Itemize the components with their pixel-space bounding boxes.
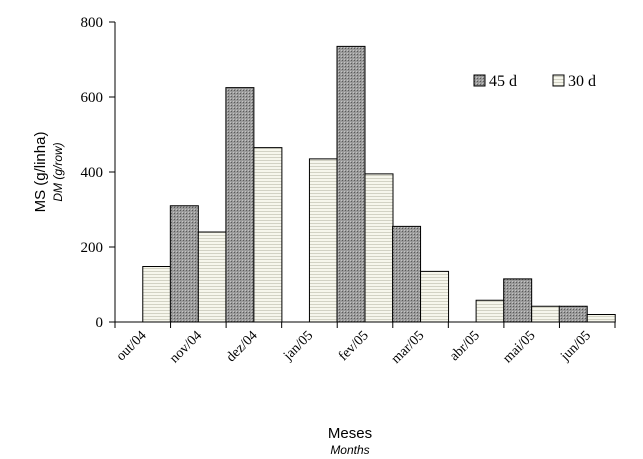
bar-30d-mai-05	[531, 305, 561, 323]
y-tick-label: 0	[96, 315, 104, 331]
x-tick-label: dez/04	[224, 328, 261, 365]
y-axis-subtitle: DM (g/row)	[51, 142, 65, 201]
bar-30d-nov-04	[197, 231, 227, 323]
bar-45d-fev-05	[336, 45, 366, 323]
y-tick-label: 600	[81, 90, 104, 106]
bar-45d-jun-05	[558, 305, 588, 323]
bar-30d-fev-05	[364, 173, 394, 323]
legend-label-45d: 45 d	[489, 73, 517, 90]
legend-swatch-30d	[552, 74, 565, 87]
bar-30d-jun-05	[586, 314, 616, 323]
axes-group	[109, 21, 616, 328]
x-tick-label: nov/04	[167, 328, 205, 366]
legend: 45 d 30 d	[473, 73, 596, 90]
x-axis-title: Meses	[328, 425, 372, 442]
bar-45d-mai-05	[503, 278, 533, 323]
bar-45d-mar-05	[392, 225, 422, 323]
y-axis-title: MS (g/linha)	[32, 132, 49, 213]
bar-30d-jan-05	[308, 158, 338, 323]
x-tick-label: mar/05	[389, 328, 428, 367]
y-tick-label: 200	[81, 240, 104, 256]
bar-45d-nov-04	[169, 205, 199, 323]
y-tick-label: 400	[81, 165, 104, 181]
legend-swatch-45d	[473, 74, 486, 87]
bar-30d-dez-04	[253, 147, 283, 323]
x-tick-label: mai/05	[500, 328, 538, 366]
x-axis-subtitle: Months	[330, 443, 369, 457]
x-tick-label: jan/05	[280, 328, 316, 364]
y-tick-labels: 0 200 400 600 800	[81, 15, 104, 331]
bar-30d-mar-05	[420, 270, 450, 323]
x-tick-label: abr/05	[447, 328, 483, 364]
x-tick-label: jun/05	[557, 328, 594, 365]
legend-label-30d: 30 d	[568, 73, 596, 90]
bars-group	[142, 45, 616, 323]
bar-30d-abr-05	[475, 299, 505, 323]
bar-45d-dez-04	[225, 87, 255, 323]
x-tick-labels: out/04 nov/04 dez/04 jan/05 fev/05 mar/05 abr/…	[114, 328, 594, 367]
y-tick-label: 800	[81, 15, 104, 31]
x-tick-label: fev/05	[336, 328, 372, 364]
x-tick-label: out/04	[114, 328, 150, 364]
bar-30d-out-04	[142, 266, 172, 323]
